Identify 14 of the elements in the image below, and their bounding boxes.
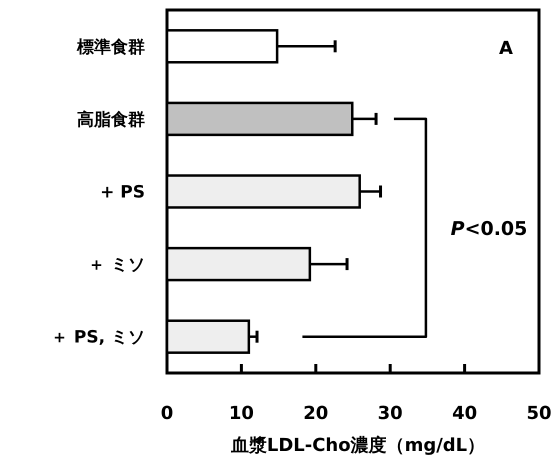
x-tick-label: 20 xyxy=(303,403,328,424)
x-tick-label: 50 xyxy=(526,403,552,424)
y-tick-label: 高脂食群 xyxy=(77,110,145,130)
x-axis-title: 血漿LDL-Cho濃度（mg/dL） xyxy=(230,435,486,456)
y-tick-label: 標準食群 xyxy=(76,37,145,58)
x-tick-label: 10 xyxy=(228,403,254,424)
y-tick-label: ＋ ミソ xyxy=(88,255,145,276)
annotation: A xyxy=(499,38,514,59)
annotation: P<0.05 xyxy=(450,218,528,240)
x-tick-label: 40 xyxy=(452,403,478,424)
y-tick-label: ＋ PS, ミソ xyxy=(51,328,145,348)
x-tick-label: 30 xyxy=(378,403,403,424)
x-tick-label: 0 xyxy=(160,403,174,424)
y-tick-label: + PS xyxy=(100,182,145,202)
